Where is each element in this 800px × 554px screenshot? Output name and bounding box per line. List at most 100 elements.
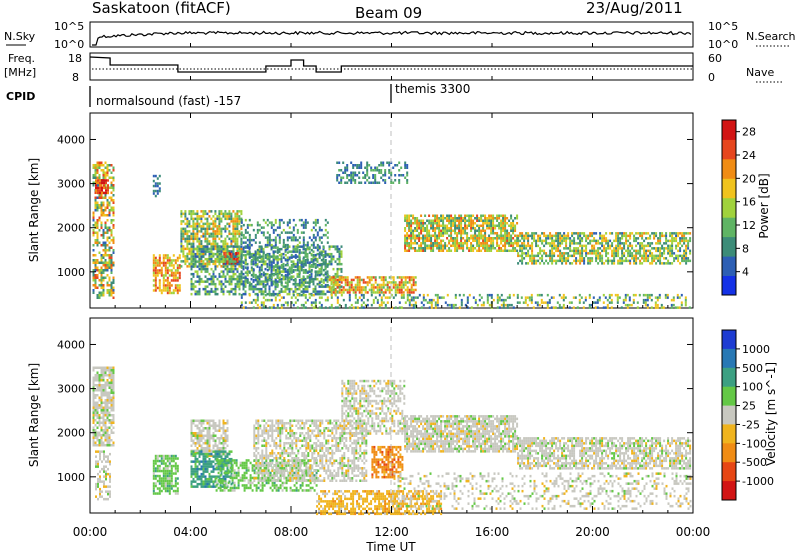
power-scatter-cell — [490, 237, 493, 240]
velocity-scatter-cell — [152, 467, 155, 470]
power-scatter-cell — [104, 266, 107, 269]
power-scatter-cell — [230, 250, 233, 253]
power-scatter-cell — [284, 267, 287, 271]
power-scatter-cell — [232, 225, 235, 228]
power-scatter-cell — [410, 278, 413, 282]
power-scatter-cell — [214, 290, 217, 293]
power-scatter-cell — [579, 262, 582, 265]
power-scatter-cell — [521, 232, 524, 235]
power-scatter-cell — [280, 303, 283, 307]
power-scatter-cell — [356, 306, 359, 309]
power-scatter-cell — [632, 298, 635, 302]
power-scatter-cell — [494, 224, 497, 227]
power-scatter-cell — [667, 239, 670, 243]
power-scatter-cell — [188, 257, 191, 261]
power-scatter-cell — [312, 226, 315, 229]
power-scatter-cell — [198, 265, 201, 268]
power-scatter-cell — [420, 229, 423, 232]
power-scatter-cell — [486, 222, 489, 225]
power-scatter-cell — [464, 239, 467, 242]
power-scatter-cell — [512, 293, 515, 297]
power-scatter-cell — [458, 232, 461, 235]
power-scatter-cell — [102, 261, 105, 264]
power-scatter-cell — [324, 223, 327, 227]
power-scatter-cell — [266, 257, 269, 261]
power-scatter-cell — [112, 214, 115, 217]
power-scatter-cell — [212, 215, 215, 218]
power-scatter-cell — [296, 238, 299, 242]
power-scatter-cell — [214, 217, 217, 221]
power-scatter-cell — [575, 252, 578, 255]
power-scatter-cell — [484, 242, 487, 245]
power-scatter-cell — [316, 292, 319, 296]
power-scatter-cell — [456, 227, 459, 230]
power-scatter-cell — [348, 281, 351, 284]
power-scatter-cell — [110, 229, 113, 232]
power-scatter-cell — [258, 247, 261, 251]
power-scatter-cell — [536, 301, 539, 304]
power-scatter-cell — [318, 285, 321, 288]
power-scatter-cell — [374, 291, 377, 294]
velocity-scatter-cell — [100, 426, 103, 429]
power-scatter-cell — [284, 275, 287, 278]
power-scatter-cell — [104, 241, 107, 244]
power-scatter-cell — [230, 212, 233, 216]
velocity-scatter-cell — [95, 487, 97, 491]
power-scatter-cell — [182, 235, 185, 238]
power-scatter-cell — [512, 306, 515, 309]
power-scatter-cell — [202, 265, 205, 268]
power-scatter-cell — [102, 209, 105, 212]
power-scatter-cell — [472, 227, 475, 230]
power-scatter-cell — [236, 250, 239, 253]
power-scatter-cell — [170, 291, 173, 295]
power-scatter-cell — [378, 303, 381, 307]
power-scatter-cell — [298, 275, 301, 278]
power-scatter-cell — [246, 243, 249, 247]
power-scatter-cell — [426, 229, 429, 232]
velocity-scatter-cell — [102, 406, 105, 409]
power-scatter-cell — [406, 234, 409, 237]
power-scatter-cell — [492, 232, 495, 235]
power-scatter-cell — [528, 298, 531, 302]
power-scatter-cell — [214, 292, 217, 296]
power-scatter-cell — [577, 249, 580, 253]
power-scatter-cell — [318, 247, 321, 251]
power-scatter-cell — [220, 260, 223, 263]
power-scatter-cell — [236, 220, 239, 223]
power-scatter-cell — [673, 252, 676, 255]
power-scatter-cell — [486, 237, 489, 240]
power-scatter-cell — [400, 306, 403, 309]
power-scatter-cell — [250, 238, 253, 242]
power-scatter-cell — [680, 301, 683, 304]
power-scatter-cell — [376, 169, 379, 172]
power-scatter-cell — [106, 204, 109, 207]
power-scatter-cell — [278, 290, 281, 293]
power-scatter-cell — [192, 282, 195, 286]
power-scatter-cell — [278, 293, 281, 297]
power-scatter-cell — [104, 259, 107, 262]
power-scatter-cell — [654, 306, 657, 309]
power-scatter-cell — [108, 261, 111, 264]
power-scatter-cell — [272, 306, 275, 309]
power-scatter-cell — [414, 229, 417, 232]
power-scatter-cell — [312, 277, 315, 281]
power-scatter-cell — [304, 226, 307, 229]
power-scatter-cell — [280, 252, 283, 256]
power-scatter-cell — [348, 174, 351, 177]
power-scatter-cell — [635, 232, 638, 235]
velocity-scatter-cell — [98, 379, 101, 382]
power-scatter-cell — [546, 303, 549, 307]
power-scatter-cell — [244, 290, 247, 293]
power-scatter-cell — [438, 222, 441, 225]
power-scatter-cell — [378, 276, 381, 279]
power-scatter-cell — [506, 303, 509, 307]
power-scatter-cell — [314, 238, 317, 242]
power-scatter-cell — [248, 223, 251, 227]
power-scatter-cell — [272, 303, 275, 307]
power-scatter-cell — [95, 186, 97, 190]
power-scatter-cell — [446, 214, 449, 217]
power-scatter-cell — [256, 223, 259, 227]
power-scatter-cell — [390, 293, 393, 297]
power-scatter-cell — [180, 230, 183, 233]
power-scatter-cell — [624, 298, 627, 302]
